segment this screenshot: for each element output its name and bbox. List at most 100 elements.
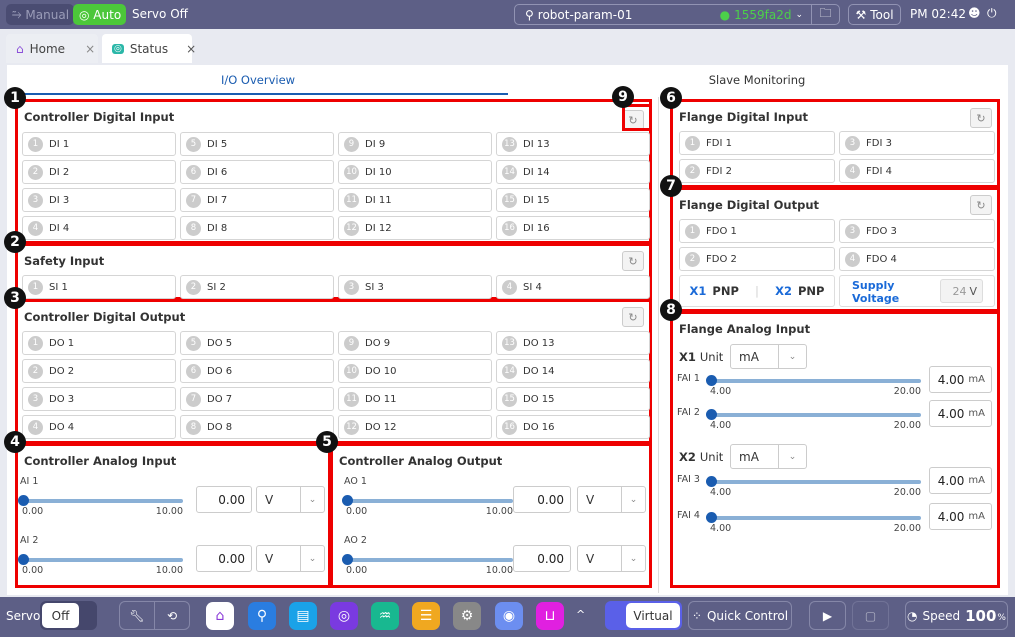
fdi-item[interactable]: 1 FDI 1 [679,131,835,155]
close-icon[interactable]: × [85,41,96,56]
analog-slider[interactable] [18,495,183,506]
cdi-item[interactable]: 10 DI 10 [338,160,492,184]
app-status-icon[interactable]: ♒ [371,602,399,630]
app-remote-icon[interactable]: ◉ [495,602,523,630]
cdo-item[interactable]: 10 DO 10 [338,359,492,383]
cdi-item[interactable]: 5 DI 5 [180,132,334,156]
cdo-item[interactable]: 2 DO 2 [22,359,176,383]
cdo-item[interactable]: 4 DO 4 [22,415,176,439]
cdo-item[interactable]: 1 DO 1 [22,331,176,355]
wrench-button[interactable]: 🔧︎ [119,601,155,630]
cdo-item[interactable]: 3 DO 3 [22,387,176,411]
unit-select[interactable]: mA ⌄ [730,444,807,469]
reset-button[interactable]: ↻ [622,307,644,327]
app-log-icon[interactable]: ☰ [412,602,440,630]
app-store-icon[interactable]: ⊔ [536,602,564,630]
si-item[interactable]: 3 SI 3 [338,275,492,299]
analog-slider[interactable] [18,554,183,565]
fdi-item[interactable]: 3 FDI 3 [839,131,995,155]
value-field[interactable]: 4.00 mA [929,366,992,393]
cdi-item[interactable]: 13 DI 13 [496,132,650,156]
analog-slider[interactable] [706,476,921,487]
play-button[interactable]: ▶ [809,601,846,630]
unit-select[interactable]: V ⌄ [577,486,646,513]
cdo-item[interactable]: 13 DO 13 [496,331,650,355]
slider-handle[interactable] [706,512,717,523]
si-item[interactable]: 4 SI 4 [496,275,650,299]
unit-select[interactable]: mA ⌄ [730,344,807,369]
cdi-item[interactable]: 9 DI 9 [338,132,492,156]
value-field[interactable]: 0.00 [513,486,571,513]
cdi-item[interactable]: 3 DI 3 [22,188,176,212]
fdo-item[interactable]: 2 FDO 2 [679,247,835,271]
value-field[interactable]: 4.00 mA [929,467,992,494]
analog-slider[interactable] [706,512,921,523]
value-field[interactable]: 4.00 mA [929,503,992,530]
reset-button[interactable]: ↻ [970,108,992,128]
cdi-item[interactable]: 2 DI 2 [22,160,176,184]
app-home-icon[interactable]: ⌂ [206,602,234,630]
si-item[interactable]: 1 SI 1 [22,275,176,299]
analog-slider[interactable] [706,375,921,386]
fdi-item[interactable]: 4 FDI 4 [839,159,995,183]
subtab-io-overview[interactable]: I/O Overview [220,73,296,87]
value-field[interactable]: 0.00 [196,486,252,513]
cdo-item[interactable]: 5 DO 5 [180,331,334,355]
cdo-item[interactable]: 8 DO 8 [180,415,334,439]
cdi-item[interactable]: 1 DI 1 [22,132,176,156]
analog-slider[interactable] [342,495,513,506]
slider-handle[interactable] [18,495,29,506]
virtual-toggle[interactable]: Virtual [605,601,682,630]
reset-button[interactable]: ↻ [622,251,644,271]
cdo-item[interactable]: 15 DO 15 [496,387,650,411]
analog-slider[interactable] [342,554,513,565]
fdo-item[interactable]: 1 FDO 1 [679,219,835,243]
value-field[interactable]: 4.00 mA [929,400,992,427]
slider-handle[interactable] [706,375,717,386]
cdi-item[interactable]: 14 DI 14 [496,160,650,184]
app-settings-icon[interactable]: ⚙ [453,602,481,630]
user-icon[interactable]: ☻ [968,6,981,20]
project-selector[interactable]: ⚲ robot-param-01 ● 1559fa2d ⌄ 🗀 [514,4,840,25]
servo-toggle[interactable]: Off [40,601,97,630]
reset-button[interactable]: ↻ [970,195,992,215]
slider-handle[interactable] [18,554,29,565]
app-robot-icon[interactable]: ⚲ [248,602,276,630]
manual-mode-button[interactable]: ⥲ Manual [6,4,74,25]
cdo-item[interactable]: 6 DO 6 [180,359,334,383]
cdi-item[interactable]: 12 DI 12 [338,216,492,240]
cdo-item[interactable]: 14 DO 14 [496,359,650,383]
cdo-item[interactable]: 11 DO 11 [338,387,492,411]
unit-select[interactable]: V ⌄ [256,545,325,572]
close-icon[interactable]: × [186,41,197,56]
cdo-item[interactable]: 9 DO 9 [338,331,492,355]
value-field[interactable]: 0.00 [513,545,571,572]
cdo-item[interactable]: 7 DO 7 [180,387,334,411]
cdi-item[interactable]: 16 DI 16 [496,216,650,240]
cdi-item[interactable]: 15 DI 15 [496,188,650,212]
cdo-item[interactable]: 16 DO 16 [496,415,650,439]
jog-button[interactable]: ⟲ [154,601,190,630]
si-item[interactable]: 2 SI 2 [180,275,334,299]
cdi-item[interactable]: 6 DI 6 [180,160,334,184]
fdi-item[interactable]: 2 FDI 2 [679,159,835,183]
tab-status[interactable]: ◎ Status × [102,34,196,63]
app-jog-icon[interactable]: ◎ [330,602,358,630]
slider-handle[interactable] [706,476,717,487]
chevron-down-icon[interactable]: ⌄ [795,9,803,20]
unit-select[interactable]: V ⌄ [256,486,325,513]
chevron-up-icon[interactable]: ^ [576,608,586,621]
unit-select[interactable]: V ⌄ [577,545,646,572]
fdo-item[interactable]: 3 FDO 3 [839,219,995,243]
cdi-item[interactable]: 8 DI 8 [180,216,334,240]
cdi-item[interactable]: 4 DI 4 [22,216,176,240]
stop-button[interactable]: ▢ [852,601,889,630]
tool-button[interactable]: ⚒ Tool [848,4,901,25]
power-icon[interactable]: ⏻ [987,6,997,20]
quick-control-button[interactable]: ⁘ Quick Control [688,601,792,630]
value-field[interactable]: 0.00 [196,545,252,572]
app-program-icon[interactable]: ▤ [289,602,317,630]
cdi-item[interactable]: 11 DI 11 [338,188,492,212]
folder-icon[interactable]: 🗀 [811,5,839,24]
speed-button[interactable]: ◔ Speed 100% [905,601,1008,630]
